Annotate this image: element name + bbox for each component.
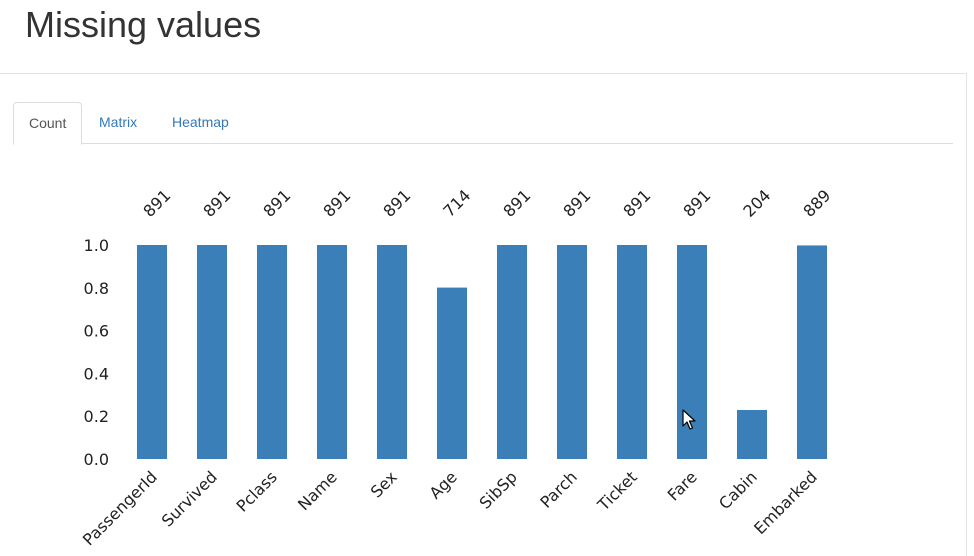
bar bbox=[497, 245, 527, 459]
x-tick-label: Sex bbox=[367, 467, 401, 501]
x-tick-label: Ticket bbox=[593, 467, 641, 515]
bar bbox=[437, 287, 467, 459]
page-title: Missing values bbox=[25, 4, 262, 45]
x-tick-label: Parch bbox=[536, 467, 580, 511]
bar-count-label: 891 bbox=[559, 186, 594, 221]
x-tick-label: PassengerId bbox=[79, 467, 161, 549]
tab-matrix[interactable]: Matrix bbox=[99, 114, 138, 130]
bar-count-label: 891 bbox=[199, 186, 234, 221]
bar-count-label: 891 bbox=[319, 186, 354, 221]
bar bbox=[617, 245, 647, 459]
x-tick-label: Name bbox=[294, 467, 341, 514]
bar-count-label: 891 bbox=[499, 186, 534, 221]
y-tick-label: 0.2 bbox=[84, 407, 109, 426]
bar-count-label: 891 bbox=[379, 186, 414, 221]
bar-count-label: 204 bbox=[739, 186, 774, 221]
x-tick-label: Survived bbox=[158, 467, 221, 530]
bar bbox=[737, 409, 767, 459]
tab-count[interactable]: Count bbox=[13, 102, 83, 145]
y-tick-label: 0.8 bbox=[84, 279, 109, 298]
bar-count-label: 891 bbox=[259, 186, 294, 221]
x-tick-label: Cabin bbox=[715, 467, 761, 513]
x-tick-label: Pclass bbox=[232, 467, 280, 515]
bar bbox=[377, 245, 407, 459]
x-tick-label: SibSp bbox=[476, 467, 521, 512]
bar bbox=[797, 245, 827, 459]
bar bbox=[197, 245, 227, 459]
bar-count-label: 714 bbox=[439, 186, 474, 221]
bar-count-label: 891 bbox=[139, 186, 174, 221]
tab-bar: Count Matrix Heatmap bbox=[13, 102, 953, 145]
x-tick-label: Embarked bbox=[750, 467, 821, 538]
mouse-pointer-icon bbox=[682, 409, 696, 430]
bar bbox=[557, 245, 587, 459]
tab-heatmap[interactable]: Heatmap bbox=[172, 114, 229, 130]
panel-border bbox=[966, 73, 967, 556]
x-tick-label: Fare bbox=[664, 467, 701, 504]
header-divider bbox=[0, 73, 966, 74]
bar bbox=[317, 245, 347, 459]
bar-count-label: 891 bbox=[619, 186, 654, 221]
y-tick-label: 0.6 bbox=[84, 322, 109, 341]
bar bbox=[257, 245, 287, 459]
bar bbox=[677, 245, 707, 459]
bar-count-label: 891 bbox=[679, 186, 714, 221]
y-tick-label: 0.4 bbox=[84, 364, 109, 383]
bar bbox=[137, 245, 167, 459]
x-tick-label: Age bbox=[426, 467, 461, 502]
y-tick-label: 0.0 bbox=[84, 450, 109, 469]
y-tick-label: 1.0 bbox=[84, 236, 109, 255]
bar-count-label: 889 bbox=[799, 186, 834, 221]
